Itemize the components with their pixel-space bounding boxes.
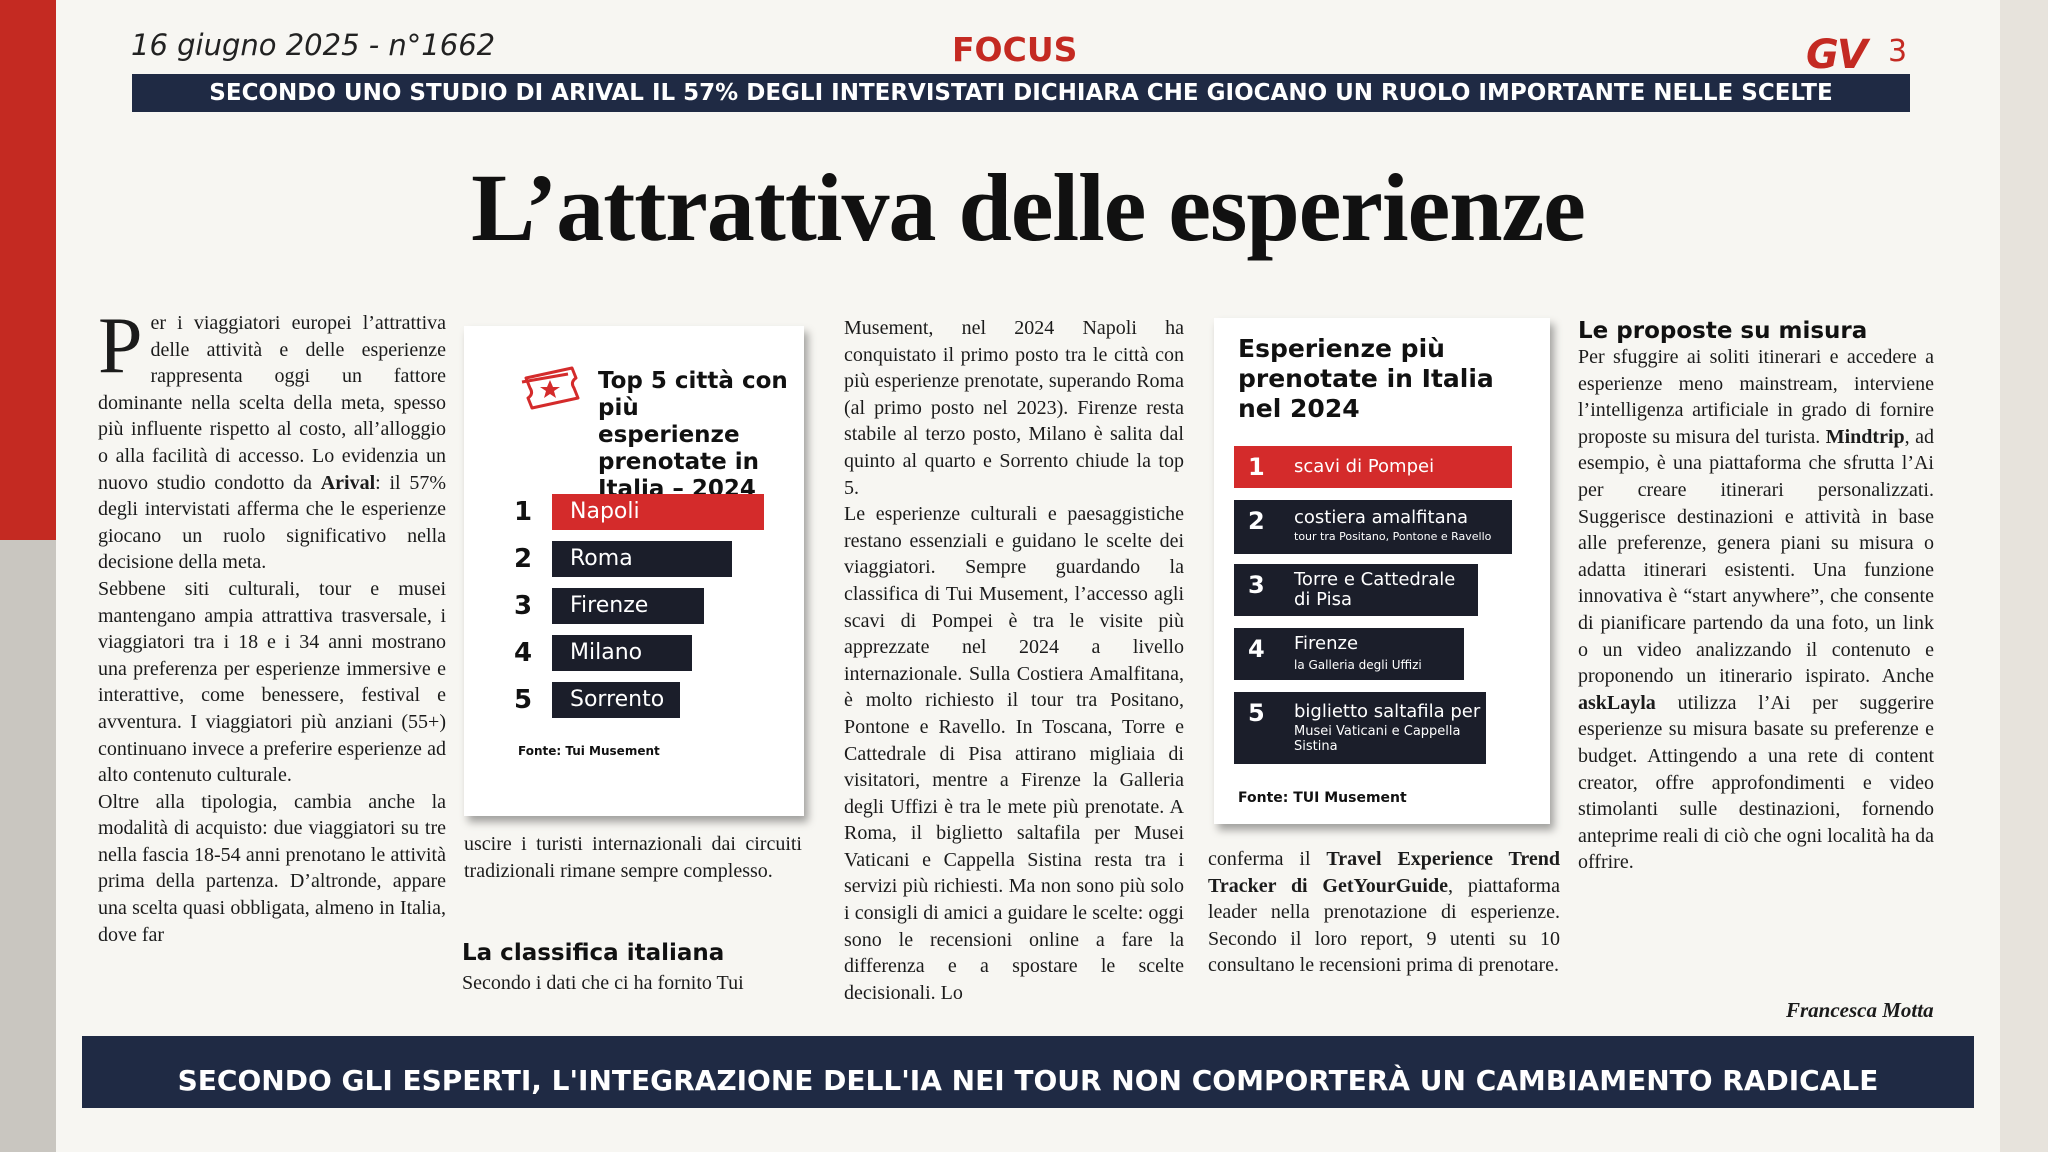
article-column-2-continued: Secondo i dati che ci ha fornito Tui [462, 970, 802, 997]
col1-text-a: er i viaggiatori europei l’attrattiva de… [98, 312, 446, 494]
rank-bar: Napoli [552, 494, 764, 530]
infobox-source: Fonte: Tui Musement [518, 744, 660, 758]
experience-detail: tour tra Positano, Pontone e Ravello [1294, 530, 1492, 543]
article-column-3: Musement, nel 2024 Napoli ha conquistato… [844, 315, 1184, 1006]
col5-text-a: Per sfuggire ai soliti itinerari e acced… [1578, 346, 1934, 448]
experience-row: 1 scavi di Pompei [1234, 446, 1512, 488]
experience-row: 2 costiera amalfitana tour tra Positano,… [1234, 500, 1512, 554]
col4-bold-tracker: Travel Experience Trend Tracker di GetYo… [1208, 848, 1561, 897]
experience-detail: Musei Vaticani e Cappella Sistina [1294, 724, 1461, 754]
col5-text-c: utilizza l’Ai per suggerire esperienze s… [1578, 691, 1934, 874]
col5-bold-asklayla: askLayla [1578, 691, 1656, 714]
col1-paragraph-2: Sebbene siti culturali, tour e musei man… [98, 577, 446, 787]
experience-row: 5 biglietto saltafila per Musei Vaticani… [1234, 692, 1486, 764]
infobox-top-experiences: Esperienze più prenotate in Italia nel 2… [1214, 318, 1550, 824]
col4-text-b: , piattaforma leader nella prenotazione … [1208, 874, 1560, 977]
rank-bar: Firenze [552, 588, 704, 624]
experience-detail: la Galleria degli Uffizi [1294, 658, 1422, 672]
issue-date: 16 giugno 2025 - n°1662 [131, 28, 496, 62]
experience-rank: 3 [1248, 571, 1265, 599]
section-label: FOCUS [952, 30, 1078, 69]
col3-paragraph-1: Musement, nel 2024 Napoli ha conquistato… [844, 317, 1184, 499]
col4-text-a: conferma il [1208, 848, 1327, 870]
rank-bar: Roma [552, 541, 732, 577]
infobox-title: Top 5 città con più esperienze prenotate… [598, 368, 788, 502]
article-column-2: uscire i turisti internazionali dai circ… [464, 831, 802, 884]
rank-number: 3 [514, 591, 533, 621]
experience-detail: di Pisa [1294, 589, 1353, 610]
col2-paragraph-1: uscire i turisti internazionali dai circ… [464, 833, 802, 882]
col2-paragraph-2: Secondo i dati che ci ha fornito Tui [462, 972, 744, 994]
rank-number: 1 [514, 497, 533, 527]
col5-bold-mindtrip: Mindtrip [1825, 425, 1905, 448]
page-number: 3 [1888, 34, 1908, 69]
rank-number: 5 [514, 685, 533, 715]
ticket-icon [521, 366, 580, 410]
experience-rank: 5 [1248, 699, 1265, 727]
infobox-title: Esperienze più prenotate in Italia nel 2… [1238, 334, 1494, 423]
subheading-classifica: La classifica italiana [462, 940, 725, 966]
newspaper-page: 16 giugno 2025 - n°1662 FOCUS GV 3 SECON… [56, 0, 2000, 1152]
infobox-source: Fonte: TUI Musement [1238, 790, 1407, 806]
experience-row: 3 Torre e Cattedrale di Pisa [1234, 564, 1478, 616]
drop-cap: P [98, 302, 143, 390]
experience-name: costiera amalfitana [1294, 507, 1469, 528]
experience-rank: 1 [1248, 453, 1265, 481]
subheading-proposte: Le proposte su misura [1578, 318, 1868, 344]
experience-name: Firenze [1294, 633, 1359, 654]
experience-name: scavi di Pompei [1294, 456, 1435, 477]
article-column-5: Per sfuggire ai soliti itinerari e acced… [1578, 344, 1934, 876]
top-kicker-band: SECONDO UNO STUDIO DI ARIVAL IL 57% DEGL… [132, 74, 1910, 112]
col5-text-b: , ad esempio, è una piattaforma che sfru… [1578, 425, 1934, 688]
publication-logo: GV [1806, 32, 1868, 78]
experience-rank: 4 [1248, 635, 1265, 663]
article-headline: L’attrattiva delle esperienze [471, 154, 1586, 261]
bottom-kicker-band: SECONDO GLI ESPERTI, L'INTEGRAZIONE DELL… [82, 1032, 1974, 1108]
rank-bar: Sorrento [552, 682, 680, 718]
experience-row: 4 Firenze la Galleria degli Uffizi [1234, 628, 1464, 680]
rank-bar: Milano [552, 635, 692, 671]
infobox-top-cities: Top 5 città con più esperienze prenotate… [464, 326, 804, 816]
rank-number: 4 [514, 638, 533, 668]
rank-number: 2 [514, 544, 533, 574]
col1-bold-arival: Arival [320, 471, 376, 494]
col1-paragraph-3: Oltre alla tipologia, cambia anche la mo… [98, 790, 446, 946]
experience-name: Torre e Cattedrale [1294, 569, 1456, 590]
experience-rank: 2 [1248, 507, 1265, 535]
col3-paragraph-2: Le esperienze culturali e paesaggistiche… [844, 503, 1184, 1004]
article-author: Francesca Motta [1786, 998, 1934, 1022]
experience-name: biglietto saltafila per [1294, 701, 1481, 722]
article-column-4: conferma il Travel Experience Trend Trac… [1208, 846, 1560, 979]
col1-text-b: : il 57% degli intervistati afferma che … [98, 471, 446, 574]
